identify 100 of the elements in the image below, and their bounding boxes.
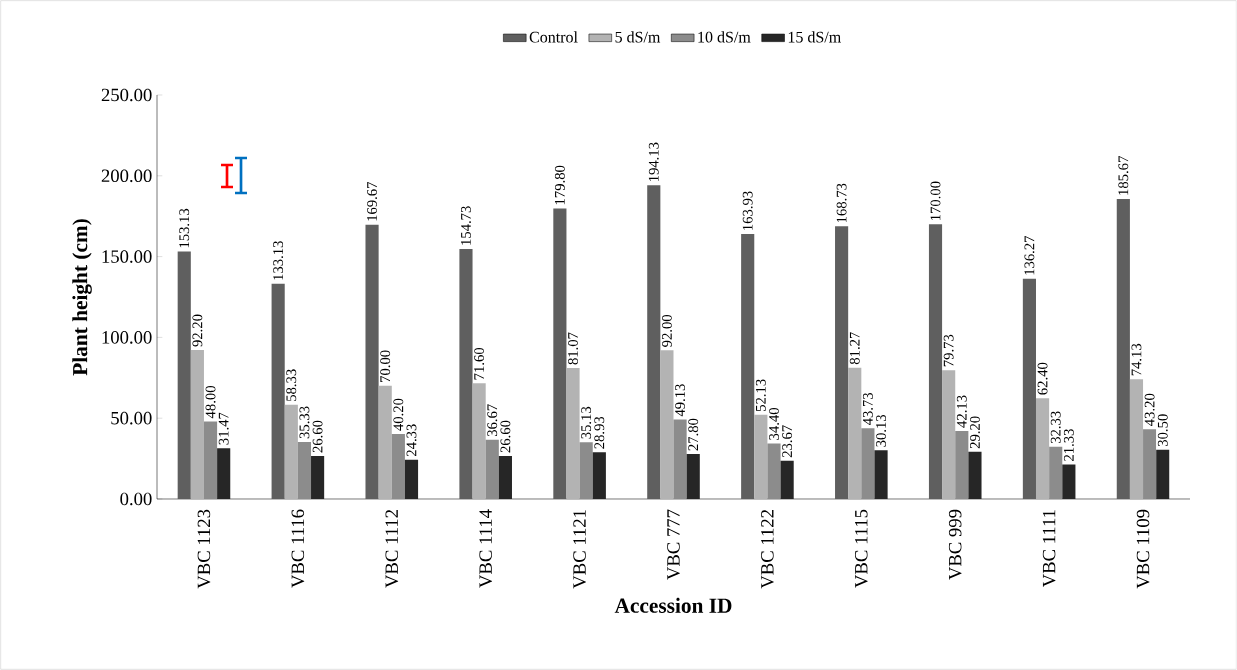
x-tick-label: VBC 1111 [1042,510,1056,588]
bar [297,441,312,499]
data-label: 36.67 [487,404,498,437]
data-label: 79.73 [943,334,954,367]
bar [1143,429,1157,499]
data-label: 153.13 [179,208,190,248]
x-tick-label: VBC 1114 [479,509,493,588]
data-label: 31.47 [218,412,229,445]
data-label: 28.93 [594,416,605,449]
data-label: 21.33 [1063,429,1074,461]
data-label: 43.20 [1144,393,1155,426]
legend-label: 15 dS/m [788,31,841,43]
data-label: 24.33 [406,424,417,457]
data-label: 30.13 [876,414,887,447]
data-label: 133.13 [273,241,284,280]
x-tick-label: VBC 1122 [761,510,774,589]
bar [485,439,499,499]
bar [459,248,473,499]
data-label: 169.67 [367,181,378,221]
bar [835,226,849,499]
data-label: 62.40 [1037,362,1048,395]
bar [177,251,191,499]
bar [203,421,218,499]
x-tick-label: VBC 1109 [1136,509,1150,589]
bar [1062,464,1076,499]
x-tick-label: VBC 999 [948,509,962,580]
bar [741,234,755,499]
bar [1022,278,1036,499]
data-label: 92.20 [192,314,203,347]
bar [404,459,419,499]
bar [190,349,204,499]
data-label: 43.73 [862,392,873,426]
y-tick-label: 150.00 [102,250,152,263]
bar [942,370,956,499]
y-axis-title: Plant height (cm) [72,219,92,376]
bar [472,383,486,499]
bar [498,456,512,499]
legend-label: 10 dS/m [698,31,751,43]
bar [579,442,593,499]
data-label: 26.60 [312,420,323,453]
bar [861,428,875,499]
data-label: 35.33 [299,406,310,439]
data-label: 23.67 [782,425,793,458]
bar [928,224,943,499]
data-label: 32.33 [1050,411,1061,444]
data-label: 52.13 [755,379,766,411]
data-label: 74.13 [1131,343,1142,376]
data-label: 163.93 [742,191,753,230]
bar [365,224,379,499]
bar [217,448,231,499]
data-label: 194.13 [648,142,659,182]
data-label: 42.13 [956,395,967,428]
bar [553,208,567,499]
bar [1116,198,1130,499]
bar [271,283,285,499]
data-label: 40.20 [393,398,404,431]
x-tick-label: VBC 1121 [573,510,586,589]
data-label: 29.20 [969,416,980,449]
y-tick-label: 200.00 [101,169,152,183]
data-label: 92.00 [661,314,672,347]
bar [673,419,687,499]
x-tick-label: VBC 1115 [855,509,868,588]
legend-label: Control [529,31,578,43]
x-tick-label: VBC 1112 [385,510,399,588]
bar [955,430,969,499]
bar [660,350,674,499]
bar [311,456,325,499]
x-tick-label: VBC 1123 [197,509,211,589]
bar [874,450,888,499]
data-label: 34.40 [769,408,779,440]
data-label: 81.27 [849,332,860,365]
bar [780,460,794,499]
data-label: 30.50 [1157,414,1168,447]
bar [1156,449,1170,499]
bar [647,185,661,499]
data-label: 49.13 [675,384,686,417]
data-label: 185.67 [1118,156,1129,195]
y-tick-label: 0.00 [120,492,152,506]
data-label: 27.80 [688,418,699,451]
data-label: 26.60 [500,420,511,453]
data-label: 179.80 [554,165,565,205]
data-label: 58.33 [286,369,297,401]
data-label: 35.13 [581,406,592,439]
bar [1049,446,1063,499]
data-label: 168.73 [836,183,847,223]
x-tick-label: VBC 1116 [291,509,305,588]
data-label: 71.60 [474,347,485,380]
y-tick-label: 50.00 [111,411,152,425]
bar [686,454,700,499]
data-label: 81.07 [568,332,579,365]
bar [566,367,580,499]
bar [968,451,982,499]
y-tick-label: 250.00 [101,88,152,102]
bar [284,404,298,499]
bar [754,414,768,499]
bar [1129,379,1144,499]
y-tick-label: 100.00 [102,331,152,344]
data-label: 170.00 [930,181,941,221]
data-label: 70.00 [380,350,391,382]
bar [592,452,606,499]
